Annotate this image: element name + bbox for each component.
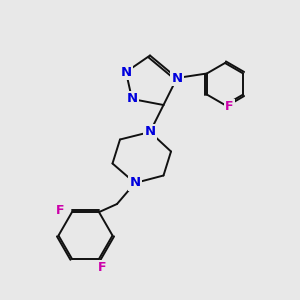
Text: N: N <box>126 92 138 106</box>
Text: N: N <box>171 71 183 85</box>
Text: F: F <box>98 261 107 274</box>
Text: F: F <box>56 204 65 217</box>
Text: N: N <box>120 65 132 79</box>
Text: N: N <box>129 176 141 190</box>
Text: N: N <box>144 125 156 139</box>
Text: F: F <box>225 100 234 113</box>
